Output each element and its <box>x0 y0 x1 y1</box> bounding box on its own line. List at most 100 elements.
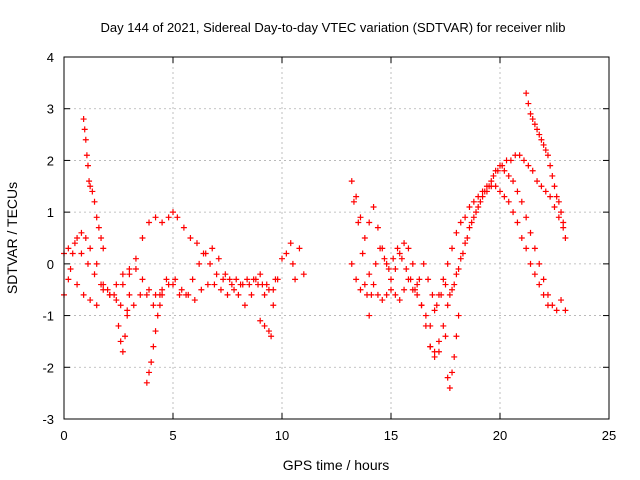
data-point <box>396 250 403 257</box>
data-point <box>154 312 161 319</box>
data-point <box>244 276 251 283</box>
data-point <box>473 209 480 216</box>
data-point <box>464 235 471 241</box>
data-point <box>126 291 133 298</box>
data-point <box>558 209 565 216</box>
data-point <box>215 255 222 262</box>
data-point <box>233 276 240 283</box>
data-point <box>510 209 517 216</box>
data-point <box>228 281 235 288</box>
data-point <box>235 291 242 298</box>
x-tick-label: 15 <box>384 428 398 443</box>
data-point <box>163 276 170 283</box>
data-point <box>87 183 94 190</box>
data-point <box>146 219 153 226</box>
data-point <box>74 235 81 241</box>
series-peak-late <box>523 90 569 241</box>
data-point <box>222 271 229 278</box>
data-point <box>475 203 482 210</box>
data-point <box>353 276 360 283</box>
data-point <box>486 183 493 190</box>
data-point <box>475 193 482 200</box>
data-point <box>146 369 153 376</box>
data-point <box>525 162 532 169</box>
data-point <box>257 271 264 278</box>
data-point <box>553 193 560 200</box>
data-point <box>414 291 421 298</box>
data-point <box>555 198 562 205</box>
data-point <box>422 312 429 319</box>
data-point <box>82 136 89 143</box>
data-point <box>405 245 412 252</box>
data-point <box>544 302 551 309</box>
data-point <box>191 297 198 304</box>
data-point <box>492 183 499 190</box>
y-tick-label: -3 <box>42 412 54 427</box>
data-point <box>529 116 536 123</box>
data-point <box>98 281 105 288</box>
series-dip-mid <box>143 291 166 386</box>
data-points <box>61 90 569 391</box>
y-tick-label: 0 <box>47 257 54 272</box>
data-point <box>518 235 525 241</box>
data-point <box>263 281 270 288</box>
data-point <box>534 126 541 133</box>
data-point <box>544 152 551 159</box>
data-point <box>148 359 155 366</box>
data-point <box>388 276 394 283</box>
data-point <box>231 286 238 293</box>
data-point <box>132 255 139 262</box>
data-point <box>237 281 244 288</box>
data-point <box>220 276 227 283</box>
data-point <box>455 312 462 319</box>
data-point <box>438 291 445 298</box>
data-point <box>93 214 100 221</box>
data-point <box>398 255 405 262</box>
data-point <box>78 229 85 236</box>
data-point <box>547 162 554 169</box>
data-point <box>444 260 451 267</box>
data-point <box>392 291 399 298</box>
data-point <box>87 297 94 304</box>
data-point <box>527 110 534 117</box>
data-point <box>126 266 133 273</box>
data-point <box>562 235 569 241</box>
data-point <box>156 302 163 309</box>
data-point <box>353 193 360 200</box>
data-point <box>98 235 105 241</box>
data-point <box>514 219 521 226</box>
x-tick-label: 0 <box>60 428 67 443</box>
data-point <box>435 338 442 345</box>
data-point <box>501 167 508 174</box>
data-point <box>366 271 373 278</box>
series-dip-early <box>115 291 133 355</box>
data-point <box>370 203 377 210</box>
data-point <box>527 260 534 267</box>
data-point <box>411 286 418 293</box>
data-point <box>183 291 190 298</box>
data-point <box>132 266 139 273</box>
data-point <box>403 266 410 273</box>
y-tick-label: -2 <box>42 360 54 375</box>
data-point <box>449 286 456 293</box>
data-point <box>529 167 536 174</box>
data-point <box>381 255 388 262</box>
data-point <box>274 276 281 283</box>
data-point <box>481 188 488 195</box>
data-point <box>159 291 166 298</box>
data-point <box>377 245 384 252</box>
data-point <box>78 250 85 257</box>
data-point <box>551 203 558 210</box>
y-tick-label: 3 <box>47 102 54 117</box>
data-point <box>361 281 368 288</box>
data-point <box>150 343 157 350</box>
data-point <box>143 379 150 386</box>
data-point <box>453 229 460 236</box>
data-point <box>84 162 91 169</box>
axis-ticks: 0 5 10 15 20 25 -3 -2 -1 0 1 2 3 4 <box>42 50 616 443</box>
data-point <box>477 198 484 205</box>
series-track-E <box>348 183 551 329</box>
data-point <box>392 266 399 273</box>
data-point <box>174 214 181 221</box>
data-point <box>65 245 72 252</box>
